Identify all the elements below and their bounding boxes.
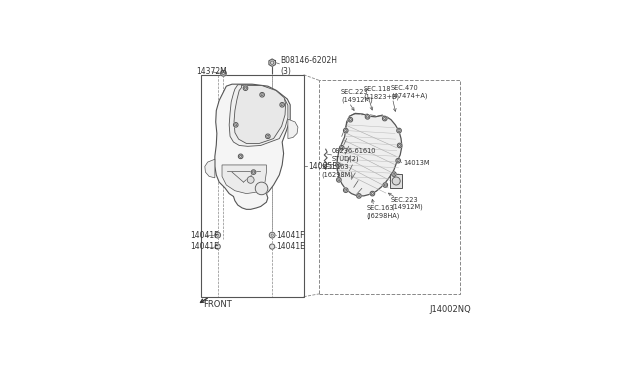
Text: SEC.470
(47474+A): SEC.470 (47474+A) <box>391 85 428 99</box>
Circle shape <box>255 182 268 195</box>
Circle shape <box>243 86 248 90</box>
Circle shape <box>252 170 256 174</box>
Polygon shape <box>229 85 288 146</box>
Circle shape <box>370 191 374 196</box>
Circle shape <box>339 145 344 150</box>
Text: FRONT: FRONT <box>204 300 232 309</box>
Circle shape <box>215 244 220 249</box>
Circle shape <box>392 172 396 176</box>
Text: 14005E: 14005E <box>308 162 337 171</box>
Circle shape <box>392 177 400 185</box>
Text: SEC.163
(16298M): SEC.163 (16298M) <box>322 164 353 178</box>
Circle shape <box>336 163 340 167</box>
Text: B08146-6202H
(3): B08146-6202H (3) <box>281 57 338 76</box>
Circle shape <box>344 188 348 192</box>
Polygon shape <box>222 165 266 193</box>
Polygon shape <box>269 59 275 67</box>
Circle shape <box>280 103 284 107</box>
Text: 14013M: 14013M <box>403 160 429 166</box>
Text: 08236-61610
STUD(2): 08236-61610 STUD(2) <box>332 148 376 162</box>
Text: 14372M: 14372M <box>196 67 227 76</box>
Text: SEC.223
(14912M): SEC.223 (14912M) <box>341 89 372 103</box>
Circle shape <box>269 244 275 249</box>
Text: 14041F: 14041F <box>276 231 305 240</box>
Text: SEC.223
(14912M): SEC.223 (14912M) <box>391 197 423 210</box>
Text: SEC.118
(11823+B): SEC.118 (11823+B) <box>364 86 400 100</box>
Circle shape <box>247 176 254 183</box>
Bar <box>390 174 402 188</box>
Circle shape <box>238 154 243 158</box>
Circle shape <box>221 70 227 76</box>
Polygon shape <box>288 119 298 139</box>
Circle shape <box>344 128 348 133</box>
Polygon shape <box>215 84 290 209</box>
Circle shape <box>397 143 402 148</box>
Circle shape <box>234 122 238 127</box>
Circle shape <box>365 115 370 119</box>
Text: SEC.163
(J6298HA): SEC.163 (J6298HA) <box>367 205 400 219</box>
Text: J14002NQ: J14002NQ <box>429 305 472 314</box>
Circle shape <box>348 118 353 122</box>
Text: 14041E: 14041E <box>191 242 220 251</box>
Circle shape <box>396 158 401 163</box>
Bar <box>200 75 303 297</box>
Polygon shape <box>234 85 285 144</box>
Circle shape <box>383 183 388 187</box>
Circle shape <box>397 128 401 133</box>
Circle shape <box>269 232 275 238</box>
Circle shape <box>337 177 341 182</box>
Circle shape <box>383 116 387 121</box>
Circle shape <box>266 134 270 139</box>
Text: 14041F: 14041F <box>191 231 219 240</box>
Circle shape <box>356 193 361 198</box>
Polygon shape <box>337 113 402 196</box>
Circle shape <box>260 93 264 97</box>
Circle shape <box>215 232 221 238</box>
Bar <box>319 80 460 294</box>
Text: 14041E: 14041E <box>276 242 305 251</box>
Polygon shape <box>205 159 215 178</box>
